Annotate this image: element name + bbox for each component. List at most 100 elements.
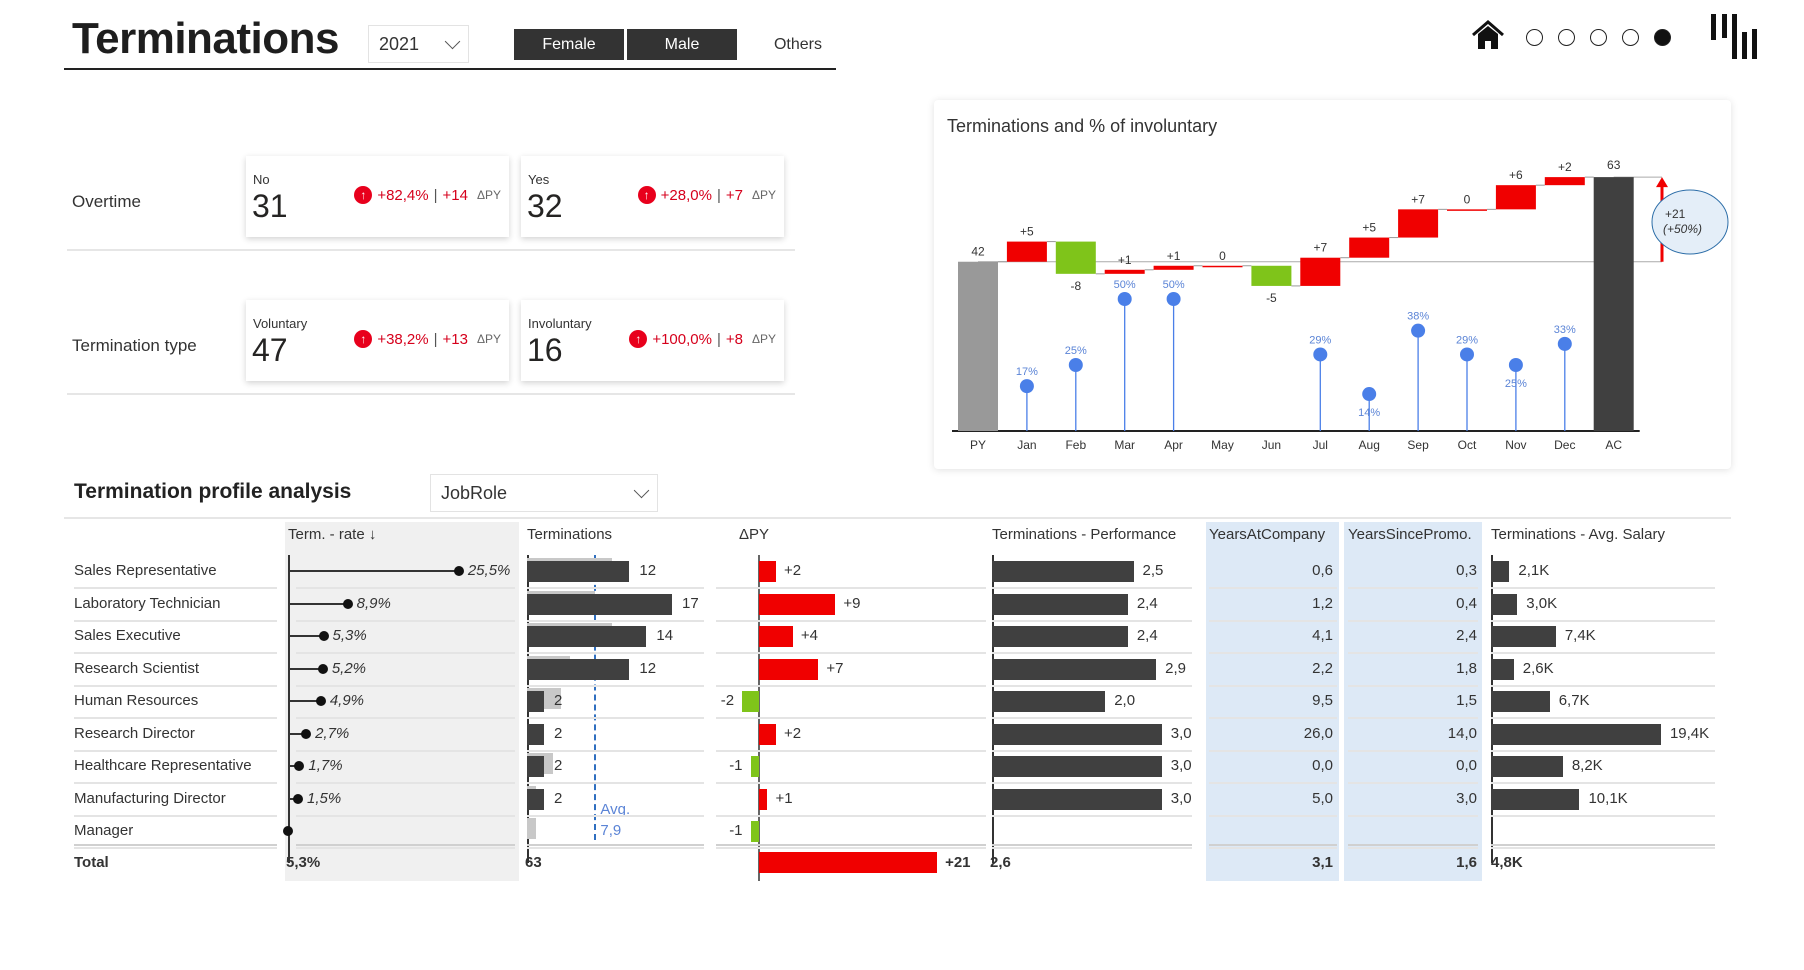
page-dot-5[interactable] [1654,29,1671,46]
performance-value: 2,4 [1136,627,1158,644]
rate-stem [288,765,300,767]
kpi-delta-suffix: ΔPY [751,188,776,202]
row-label: Laboratory Technician [74,594,221,612]
page-dot-4[interactable] [1622,29,1639,46]
dimension-dropdown[interactable]: JobRole [430,474,658,512]
performance-bar [992,756,1162,777]
row-separator [1491,814,1715,817]
years-at-company-value: 1,2 [1312,594,1333,612]
years-at-company-value: 2,2 [1312,659,1333,677]
others-button[interactable]: Others [773,35,822,53]
kpi-delta-pct: +82,4% [377,186,429,204]
profile-title: Termination profile analysis [74,480,352,503]
page-title: Terminations [72,14,340,63]
row-separator [716,587,986,589]
col-header-performance[interactable]: Terminations - Performance [992,526,1177,543]
col-header-delta-py[interactable]: ΔPY [739,526,770,543]
bar-AC [1593,177,1634,431]
rate-dot [317,663,328,674]
kpi-card: Involuntary 16 ↑ +100,0% | +8 ΔPY [521,300,784,381]
row-separator [716,847,986,849]
salary-value: 3,0K [1526,594,1558,612]
row-separator [1348,814,1478,817]
lollipop-dot-Dec [1557,336,1572,351]
row-label: Research Scientist [74,659,200,677]
total-separator [527,844,704,846]
chevron-down-icon [633,482,650,498]
female-button[interactable]: Female [514,29,624,60]
kpi-card: Yes 32 ↑ +28,0% | +7 ΔPY [521,156,784,237]
pct-label-Mar: 50% [1114,279,1136,291]
kpi-delta-suffix: ΔPY [751,332,776,346]
rate-value: 25,5% [467,562,511,579]
delta-label-Feb: -8 [1070,279,1081,293]
home-icon[interactable] [1470,18,1506,52]
lollipop-dot-Nov [1508,358,1523,372]
average-label: Avg. [600,801,631,818]
terminations-value: 2 [554,789,563,807]
rate-stem [288,570,459,572]
bar-Oct [1447,209,1487,211]
label-AC: 63 [1607,158,1621,172]
terminations-bar [527,691,545,712]
col-header-years-at-company[interactable]: YearsAtCompany [1209,526,1326,543]
arrow-head-icon [1656,177,1668,188]
row-separator [1209,684,1337,687]
performance-value: 2,0 [1114,692,1136,709]
years-since-promo-value: 1,8 [1456,659,1477,677]
years-at-company-value: 0,6 [1312,562,1333,579]
total-separator [1209,844,1337,846]
chart-title: Terminations and % of involuntary [947,116,1218,136]
kpi-value: 16 [527,332,563,368]
bar-Mar [1104,269,1145,274]
delta-label-Mar: +1 [1118,253,1132,267]
row-separator [716,814,986,817]
row-separator [716,782,986,784]
total-separator [1348,844,1478,846]
row-separator [1348,717,1478,719]
bar-Apr [1153,265,1194,270]
years-since-promo-value: 14,0 [1447,724,1477,742]
salary-value: 19,4K [1669,724,1710,742]
delta-bar [759,788,768,810]
salary-value: 8,2K [1571,757,1603,774]
row-separator [296,684,515,687]
performance-value: 2,4 [1136,594,1158,612]
years-since-promo-value: 1,5 [1456,692,1477,709]
arrow-up-circle-icon: ↑ [354,330,373,348]
delta-label-Oct: 0 [1464,192,1471,206]
total-separator [716,844,986,846]
rate-value: 8,9% [356,594,391,612]
performance-value: 2,5 [1142,562,1164,579]
row-separator [1348,619,1478,622]
kpi-delta-abs: +8 [725,330,743,348]
row-separator [296,749,515,752]
page-dot-3[interactable] [1590,29,1607,46]
section-divider [64,517,1731,519]
rate-axis [288,555,290,863]
male-button[interactable]: Male [627,29,737,60]
col-header-avg-salary[interactable]: Terminations - Avg. Salary [1491,526,1665,543]
years-at-company-value: 9,5 [1312,692,1333,709]
page-dot-2[interactable] [1558,29,1575,46]
terminations-value: 12 [639,659,657,677]
rate-stem [288,667,323,670]
performance-bar [992,788,1162,810]
total-performance: 2,6 [990,854,1011,871]
terminations-py-bar [527,818,536,839]
table-row[interactable] [74,815,1724,847]
terminations-bar [527,788,545,810]
bar-Dec [1544,177,1585,186]
change-bubble [1651,189,1729,255]
salary-bar [1491,561,1510,582]
salary-value: 7,4K [1564,627,1596,644]
col-header-years-since-promo[interactable]: YearsSincePromo. [1348,526,1472,543]
lollipop-dot-Jul [1313,347,1328,362]
page-dot-1[interactable] [1526,29,1543,46]
col-header-terminations[interactable]: Terminations [527,526,613,543]
bar-PY [958,261,998,431]
year-dropdown[interactable]: 2021 [368,25,469,63]
row-separator [992,652,1192,654]
delta-value: +2 [783,724,802,742]
col-header-rate[interactable]: Term. - rate ↓ [288,526,377,543]
